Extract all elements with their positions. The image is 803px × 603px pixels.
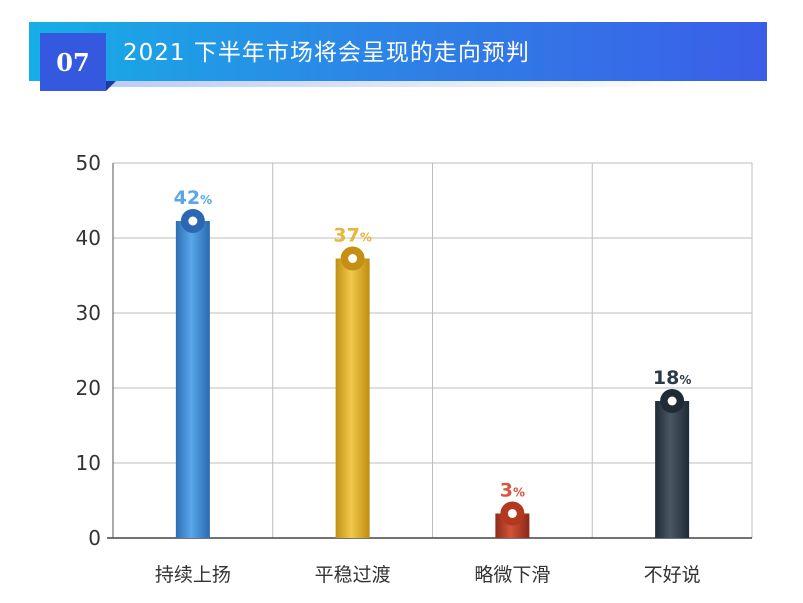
y-tick-label: 10 (76, 451, 101, 475)
bar-4 (655, 401, 690, 538)
bar-1 (175, 221, 210, 538)
bar-knob-hole (348, 254, 358, 263)
bar-knob-hole (667, 396, 677, 406)
x-tick-label: 平稳过渡 (315, 564, 391, 586)
section-number-badge: 07 (40, 33, 106, 91)
badge-fold (106, 81, 116, 91)
banner-shadow (104, 81, 704, 87)
x-tick-label: 略微下滑 (474, 564, 550, 586)
x-tick-label: 持续上扬 (155, 564, 231, 586)
data-label: 37% (333, 225, 371, 247)
bar-2 (335, 258, 370, 538)
y-tick-label: 50 (76, 151, 101, 175)
y-tick-label: 20 (76, 376, 101, 400)
y-tick-label: 30 (76, 301, 101, 325)
data-label: 3% (500, 480, 525, 502)
y-tick-label: 0 (88, 526, 101, 550)
data-label: 42% (174, 187, 212, 209)
bar-knob-hole (188, 216, 198, 226)
data-label: 18% (653, 367, 691, 389)
title-banner (29, 22, 767, 81)
page-title: 2021 下半年市场将会呈现的走向预判 (123, 40, 530, 66)
y-tick-label: 40 (76, 226, 101, 250)
bar-knob-hole (507, 509, 517, 518)
x-tick-label: 不好说 (644, 564, 701, 586)
